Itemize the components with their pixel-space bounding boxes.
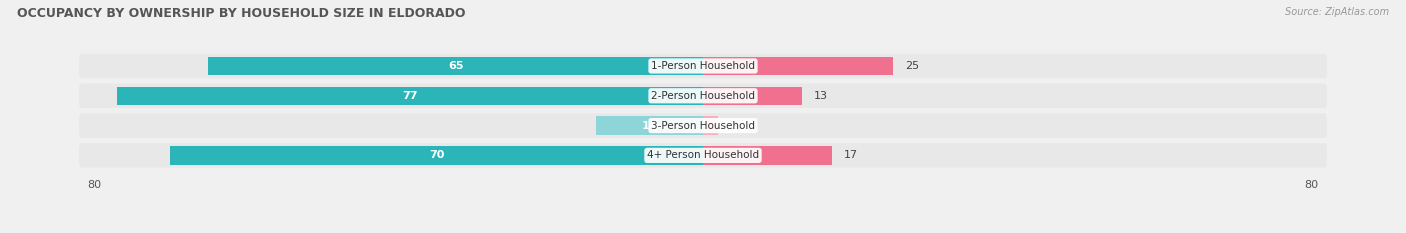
Text: Source: ZipAtlas.com: Source: ZipAtlas.com [1285, 7, 1389, 17]
Text: 25: 25 [904, 61, 918, 71]
Text: OCCUPANCY BY OWNERSHIP BY HOUSEHOLD SIZE IN ELDORADO: OCCUPANCY BY OWNERSHIP BY HOUSEHOLD SIZE… [17, 7, 465, 20]
Bar [703, 116, 718, 135]
Text: 3-Person Household: 3-Person Household [651, 120, 755, 130]
Text: 1-Person Household: 1-Person Household [651, 61, 755, 71]
FancyBboxPatch shape [79, 113, 1327, 138]
Text: 77: 77 [402, 91, 418, 101]
Text: 2-Person Household: 2-Person Household [651, 91, 755, 101]
Bar [117, 86, 703, 105]
Text: 4+ Person Household: 4+ Person Household [647, 150, 759, 160]
FancyBboxPatch shape [79, 54, 1327, 78]
Bar [703, 146, 832, 165]
Bar [703, 86, 801, 105]
Text: 14: 14 [643, 120, 658, 130]
Text: 17: 17 [844, 150, 858, 160]
Text: 2: 2 [730, 120, 737, 130]
FancyBboxPatch shape [79, 143, 1327, 168]
Bar [208, 57, 703, 75]
Text: 70: 70 [429, 150, 444, 160]
Text: 13: 13 [813, 91, 827, 101]
Text: 65: 65 [449, 61, 464, 71]
Bar [170, 146, 703, 165]
Bar [596, 116, 703, 135]
Bar [703, 57, 893, 75]
FancyBboxPatch shape [79, 84, 1327, 108]
